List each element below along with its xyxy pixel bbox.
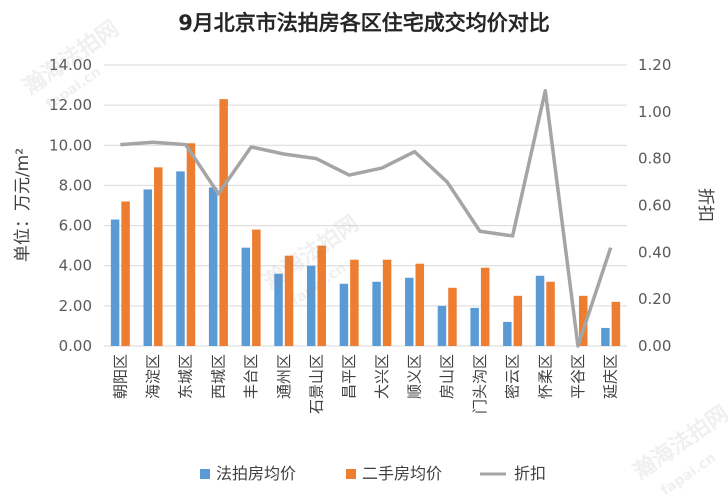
auction-price-bar [601,327,610,346]
category-label: 海淀区 [144,354,162,399]
resale-price-bar [578,295,588,346]
resale-price-bar [219,99,228,346]
auction-price-bar [339,283,349,346]
y2-tick-label: 0.00 [638,337,671,355]
category-label: 朝阳区 [111,354,129,399]
legend-label: 法拍房均价 [216,464,296,483]
bars [110,99,621,346]
resale-price-bar [186,143,196,346]
auction-price-bar [306,265,316,346]
resale-price-bar [611,301,621,346]
resale-price-bar [448,287,457,346]
category-label: 平谷区 [569,354,587,399]
y2-tick-label: 0.40 [638,243,671,261]
category-label: 石景山区 [307,354,325,414]
y-axis-label: 单位：万元/m² [13,148,33,262]
discount-line [120,89,613,348]
auction-price-bar [372,281,381,346]
auction-price-bar [110,219,120,346]
resale-price-bar [154,167,163,346]
resale-price-bar [546,281,555,346]
category-label: 西城区 [209,354,227,399]
auction-price-bar [535,275,545,346]
category-label: 通州区 [275,354,293,399]
auction-price-bar [503,321,512,346]
auction-price-bar [470,307,479,346]
resale-price-bar [480,267,490,346]
chart-title: 9月北京市法拍房各区住宅成交均价对比 [178,11,550,35]
legend-swatch [200,469,210,479]
resale-price-bar [513,295,523,346]
resale-price-bar [252,229,261,346]
auction-price-bar [143,189,153,346]
y2-axis-label: 折扣 [695,188,715,222]
category-label: 延庆区 [602,354,620,399]
y2-tick-label: 0.60 [638,197,671,215]
auction-price-bar [176,171,185,346]
y-tick-label: 4.00 [59,257,92,275]
y2-axis-ticks: 0.00 0.20 0.40 0.60 0.80 1.00 1.20 [638,56,671,355]
auction-price-bar [241,247,251,346]
category-label: 密云区 [504,354,522,399]
legend-label: 折扣 [514,464,546,483]
resale-price-bar [284,255,294,346]
category-label: 大兴区 [373,354,391,399]
y-tick-label: 2.00 [59,297,92,315]
y-tick-label: 10.00 [49,136,92,154]
y-tick-label: 14.00 [49,56,92,74]
y2-tick-label: 1.20 [638,56,671,74]
auction-price-bar [274,273,283,346]
x-axis-categories: 朝阳区 海淀区 东城区 西城区 丰台区 通州区 石景山区 昌平区 大兴区 顺义区 房山区 门头沟区 密云… [111,354,619,414]
y-tick-label: 12.00 [49,96,92,114]
category-label: 房山区 [438,354,456,399]
category-label: 昌平区 [340,354,358,399]
category-label: 东城区 [177,354,195,399]
y-tick-label: 6.00 [59,217,92,235]
legend-swatch [346,469,356,479]
resale-price-bar [350,259,359,346]
y-axis-ticks: 0.00 2.00 4.00 6.00 8.00 10.00 12.00 14.00 [49,56,92,355]
resale-price-bar [382,259,392,346]
y-tick-label: 0.00 [59,337,92,355]
y2-tick-label: 0.80 [638,150,671,168]
auction-price-bar [405,277,414,346]
y-tick-label: 8.00 [59,176,92,194]
category-label: 门头沟区 [471,354,489,414]
resale-price-bar [121,201,130,346]
resale-price-bar [317,245,326,346]
category-label: 怀柔区 [536,354,554,399]
legend: 法拍房均价 二手房均价 折扣 [200,464,546,483]
auction-price-bar [437,305,447,346]
legend-label: 二手房均价 [362,464,442,483]
y2-tick-label: 0.20 [638,290,671,308]
category-label: 顺义区 [406,354,424,399]
auction-price-bar [208,187,218,346]
category-label: 丰台区 [242,354,260,399]
discount-series-line [120,89,613,348]
resale-price-bar [415,263,425,346]
y2-tick-label: 1.00 [638,103,671,121]
